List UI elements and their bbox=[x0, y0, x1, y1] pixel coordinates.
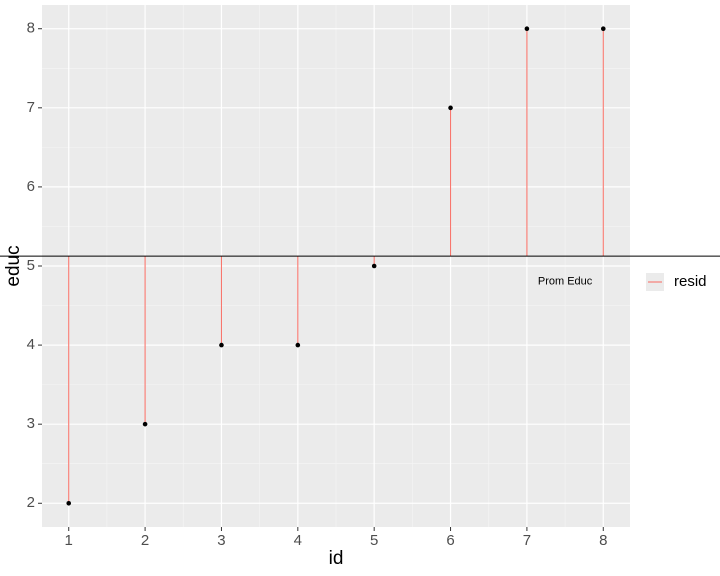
x-tick-label: 1 bbox=[65, 532, 73, 549]
x-tick-label: 8 bbox=[599, 532, 607, 549]
x-tick-label: 7 bbox=[523, 532, 531, 549]
y-tick-label: 3 bbox=[27, 415, 35, 432]
y-tick-label: 8 bbox=[27, 20, 35, 37]
y-axis-label: educ bbox=[3, 245, 24, 286]
point bbox=[66, 500, 72, 506]
x-tick-label: 6 bbox=[446, 532, 454, 549]
x-tick-label: 2 bbox=[141, 532, 149, 549]
marks: Prom Educ bbox=[0, 26, 720, 506]
x-tick-label: 3 bbox=[217, 532, 225, 549]
point bbox=[295, 342, 301, 348]
y-tick-label: 6 bbox=[27, 178, 35, 195]
x-tick-label: 5 bbox=[370, 532, 378, 549]
point bbox=[600, 26, 606, 32]
x-axis-label: id bbox=[329, 548, 344, 569]
point bbox=[219, 342, 224, 348]
point bbox=[371, 263, 377, 269]
annotation: Prom Educ bbox=[538, 276, 593, 288]
legend-label: resid bbox=[674, 273, 707, 290]
x-tick-label: 4 bbox=[294, 532, 302, 549]
y-tick-label: 2 bbox=[27, 494, 35, 511]
y-tick-label: 5 bbox=[27, 257, 35, 274]
point bbox=[142, 421, 148, 427]
y-tick-label: 4 bbox=[27, 336, 35, 353]
point bbox=[524, 26, 530, 32]
point bbox=[448, 105, 453, 111]
y-tick-label: 7 bbox=[27, 99, 35, 116]
